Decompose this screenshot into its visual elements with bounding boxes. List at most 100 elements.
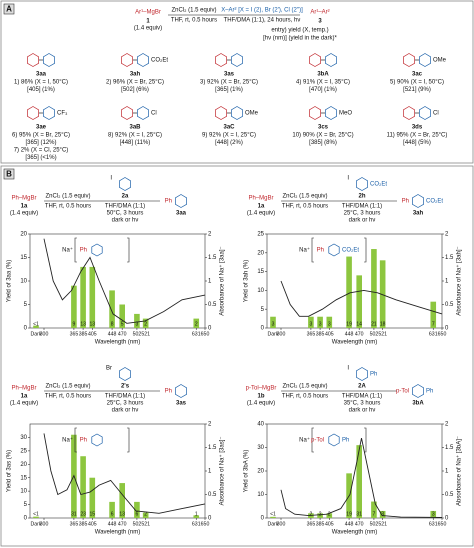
- substituent: CO₂Et: [370, 182, 387, 188]
- y2-tick-label: 1.5: [445, 255, 454, 261]
- bar: [80, 456, 86, 518]
- bar: [193, 515, 200, 518]
- x-tick-label: 448: [345, 521, 354, 527]
- entry-text: [405] (1%): [27, 87, 55, 93]
- x-tick-label: 300: [277, 331, 286, 337]
- y2-tick-label: 1.5: [208, 445, 217, 451]
- x-tick-label: 448: [345, 331, 354, 337]
- x-tick-label: 650: [438, 521, 447, 527]
- substituent: Cl: [151, 111, 157, 117]
- ring: [328, 243, 340, 257]
- condition: THF, rt, 0.5 hours: [45, 394, 91, 400]
- bracket: [311, 427, 367, 453]
- x-tick-label: 521: [141, 521, 150, 527]
- x-tick-label: 365: [307, 331, 316, 337]
- compound-number: 3ah: [130, 72, 141, 78]
- value-label: 5: [121, 321, 124, 327]
- bracket: [74, 237, 130, 263]
- panel-label-box: [3, 3, 15, 15]
- bar: [119, 483, 125, 518]
- product-number: 3aa: [176, 211, 187, 217]
- value-label: 3: [328, 321, 331, 327]
- entry-text: 4) 91% (X = I, 35°C): [296, 80, 350, 86]
- y-tick-label: 20: [20, 232, 27, 238]
- y-tick-label: 20: [257, 250, 264, 256]
- ring: [419, 106, 431, 120]
- x-tick-label: 650: [201, 331, 210, 337]
- value-label: 2: [195, 321, 198, 327]
- entry-text: 10) 90% (X = Br, 25°C): [292, 133, 353, 139]
- x-tick-label: 448: [108, 521, 117, 527]
- legend: [hν (nm)] (yield in the dark)*: [263, 36, 337, 42]
- condition: 25°C, 3 hours: [107, 401, 144, 407]
- bar: [80, 266, 86, 328]
- y-tick-label: 25: [257, 232, 264, 238]
- bar: [379, 260, 386, 328]
- y2-tick-label: 2: [445, 232, 449, 238]
- ring: [325, 106, 337, 120]
- condition: dark or hν: [349, 408, 376, 414]
- x-tick-label: 365: [307, 521, 316, 527]
- value-label: 3: [136, 321, 139, 327]
- bar: [317, 316, 323, 328]
- substituent: CO₂Et: [151, 58, 168, 64]
- y-tick-label: 0: [24, 326, 28, 332]
- condition: dark or hν: [349, 218, 376, 224]
- ring: [119, 177, 131, 191]
- y-axis-label: Yield of 3as (%): [7, 450, 13, 492]
- x-tick-label: 405: [88, 521, 97, 527]
- reagent-equiv: (1.4 equiv): [247, 211, 275, 217]
- y2-tick-label: 0.5: [208, 492, 217, 498]
- x-tick-label: 631: [429, 331, 438, 337]
- x-tick-label: 521: [378, 331, 387, 337]
- bar: [134, 501, 140, 518]
- entry-text: 8) 92% (X = I, 25°C): [108, 133, 162, 139]
- x-tick-label: 470: [355, 521, 364, 527]
- value-label: 3: [310, 321, 313, 327]
- x-tick-label: Dark: [268, 521, 279, 527]
- value-label: 21: [371, 321, 377, 327]
- x-tick-label: 300: [40, 521, 49, 527]
- x-tick-label: 405: [88, 331, 97, 337]
- y-tick-label: 0: [261, 326, 265, 332]
- y-tick-label: 0: [261, 516, 265, 522]
- x-tick-label: 470: [355, 331, 364, 337]
- bar: [270, 516, 276, 518]
- y-tick-label: 5: [261, 307, 265, 313]
- value-label: 7: [373, 511, 376, 517]
- reagent-number: 1b: [257, 394, 264, 400]
- value-label: 31: [356, 511, 362, 517]
- x-tick-label: 521: [141, 331, 150, 337]
- value-label: 2: [144, 321, 147, 327]
- y-tick-label: 5: [24, 502, 28, 508]
- substituent: MeO: [339, 111, 352, 117]
- entry-text: [448] (11%): [120, 140, 151, 146]
- ring: [175, 194, 187, 208]
- reagent-equiv: (1.4 equiv): [134, 26, 162, 32]
- reagent: Ph–MgBr: [11, 196, 36, 202]
- x-tick-label: 470: [118, 331, 127, 337]
- y2-tick-label: 0: [445, 326, 449, 332]
- product-number: 3as: [176, 401, 187, 407]
- condition: ZnCl₂ (1.5 equiv): [171, 8, 216, 14]
- bar: [142, 512, 149, 518]
- y-axis-label: Yield of 3bA (%): [244, 450, 250, 493]
- y2-axis-label: Absorbance of Na⁺ [3aa]⁻: [219, 246, 226, 315]
- reagent: Ph–MgBr: [11, 386, 36, 392]
- ring: [309, 53, 321, 67]
- y2-tick-label: 1: [445, 469, 449, 475]
- y2-tick-label: 2: [208, 422, 212, 428]
- reagent-equiv: (1.4 equiv): [10, 211, 38, 217]
- y-tick-label: 0: [24, 516, 28, 522]
- y-tick-label: 30: [257, 445, 264, 451]
- counter-ion: Na⁺: [299, 247, 310, 254]
- entry-text: 6) 95% (X = Br, 25°C): [12, 133, 70, 139]
- product-group: Ph: [80, 438, 87, 444]
- compound-number: 3bA: [317, 72, 329, 78]
- absorbance-curve: [280, 280, 443, 317]
- ring: [412, 384, 424, 398]
- bar: [326, 316, 333, 328]
- entry-text: [448] (5%): [403, 140, 431, 146]
- ring: [137, 106, 149, 120]
- condition: THF, rt, 0.5 hours: [171, 18, 217, 24]
